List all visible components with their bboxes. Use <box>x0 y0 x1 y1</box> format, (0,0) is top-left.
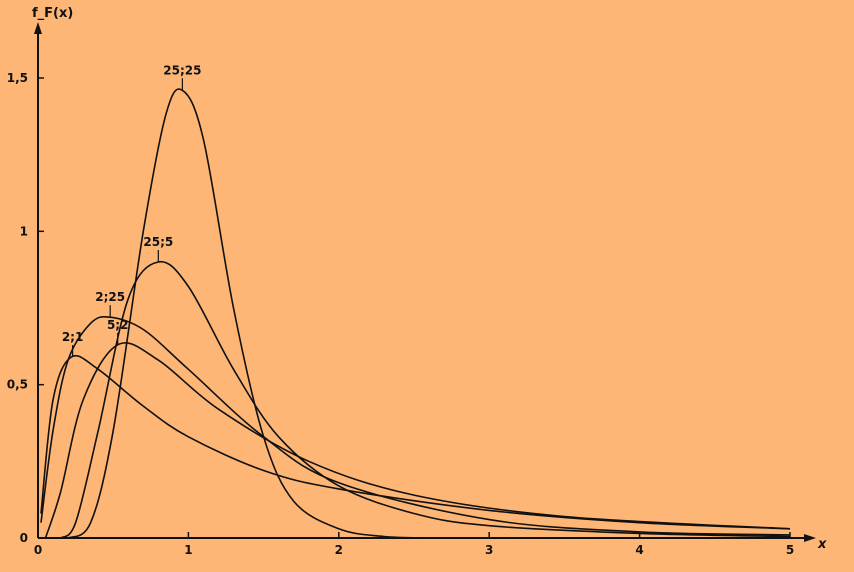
y-axis-arrow-icon <box>34 22 42 34</box>
curve-series-4 <box>67 88 430 539</box>
curve-series-0 <box>40 354 791 530</box>
curve-label: 25;25 <box>163 63 201 77</box>
x-tick-label: 5 <box>786 543 794 557</box>
curve-labels: 2;1 2;25 5;2 25;5 25;25 <box>62 63 201 358</box>
curve-label: 2;1 <box>62 330 84 344</box>
y-tick-label: 1 <box>20 224 28 238</box>
curve-series-3 <box>60 260 791 539</box>
y-tick-label: 0,5 <box>7 378 28 392</box>
x-tick-label: 3 <box>485 543 493 557</box>
curve-label: 2;25 <box>95 290 125 304</box>
curve-label: 5;2 <box>107 318 129 332</box>
x-axis-arrow-icon <box>804 534 816 542</box>
curve-series-1 <box>40 315 791 536</box>
axis-ticks: 0 1 2 3 4 5 0 0,5 1 1,5 <box>7 71 794 557</box>
x-tick-label: 2 <box>335 543 343 557</box>
x-tick-label: 1 <box>184 543 192 557</box>
curve-label: 25;5 <box>143 235 173 249</box>
x-axis-title: x <box>817 537 827 552</box>
y-tick-label: 1,5 <box>7 71 28 85</box>
x-tick-label: 4 <box>635 543 643 557</box>
y-tick-label: 0 <box>20 531 28 545</box>
x-tick-label: 0 <box>34 543 42 557</box>
curves <box>40 88 791 539</box>
y-axis-title: f_F(x) <box>32 6 73 21</box>
curve-series-2 <box>44 342 791 539</box>
